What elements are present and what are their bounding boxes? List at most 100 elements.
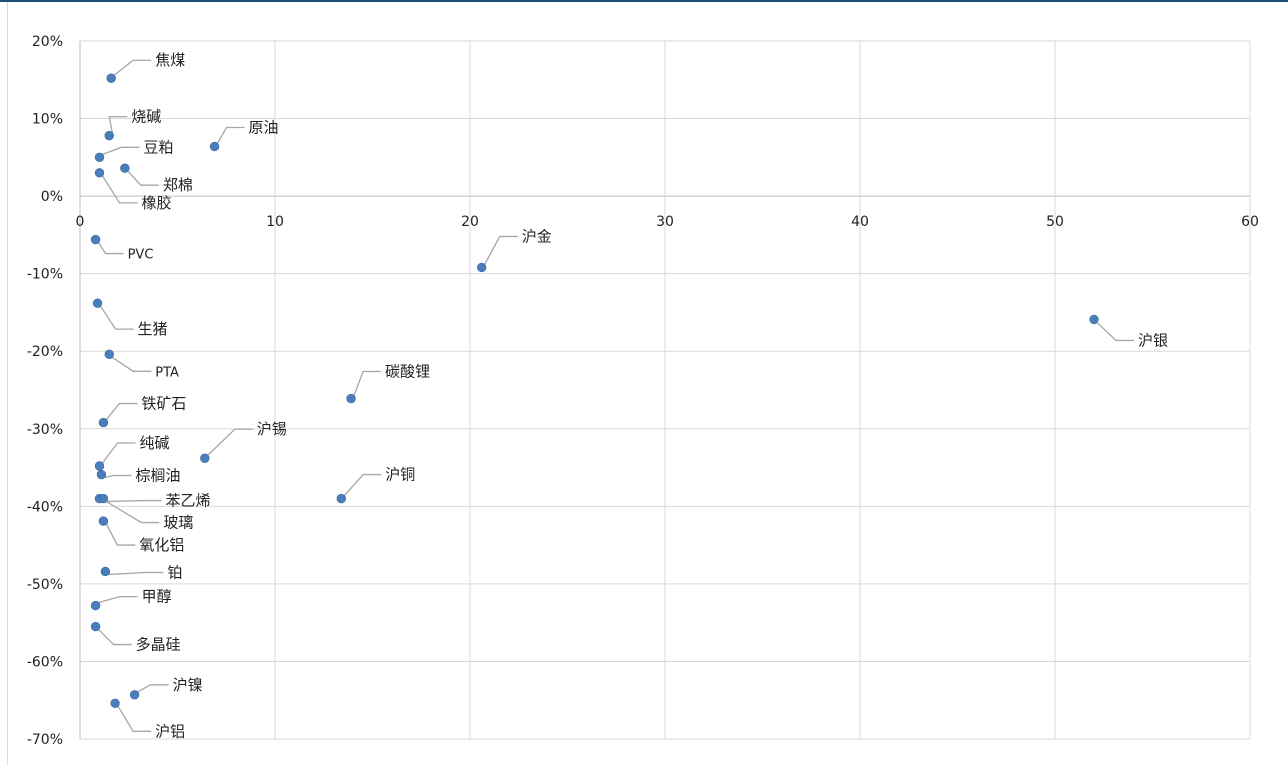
data-points: [90, 73, 1099, 709]
data-point: [110, 698, 120, 709]
x-tick-labels: 0 10 20 30 40 50 60: [76, 214, 1259, 230]
leader-line: [353, 370, 382, 396]
leader-line: [113, 59, 152, 76]
leader-line: [105, 523, 136, 546]
data-point: [90, 600, 101, 611]
data-point: [90, 234, 101, 245]
data-label: 原油: [249, 118, 279, 136]
x-tick-label: 40: [851, 214, 869, 230]
label-leader-lines: [98, 59, 1134, 732]
data-label: 焦煤: [155, 51, 185, 69]
leader-line: [343, 473, 382, 497]
leader-line: [106, 501, 160, 524]
data-point: [346, 393, 356, 404]
y-tick-label: -30%: [27, 422, 63, 438]
data-point: [96, 469, 107, 480]
data-point: [98, 516, 109, 526]
leader-line: [1096, 321, 1134, 342]
data-label: 苯乙烯: [166, 492, 211, 510]
data-point: [94, 168, 105, 178]
data-label: 甲醇: [142, 588, 172, 606]
data-point: [129, 690, 140, 700]
y-tick-label: 20%: [32, 34, 63, 50]
x-tick-label: 60: [1241, 214, 1259, 230]
x-tick-label: 0: [76, 214, 85, 230]
leader-line: [484, 235, 518, 265]
data-label: 纯碱: [140, 434, 170, 452]
y-tick-label: -50%: [27, 577, 63, 593]
data-point: [94, 152, 105, 163]
vertical-gridlines: [274, 41, 1251, 739]
leader-line: [108, 115, 128, 133]
data-label: 沪银: [1138, 331, 1168, 349]
leader-line: [98, 629, 132, 646]
leader-line: [108, 571, 164, 576]
leader-line: [117, 705, 152, 732]
data-point: [477, 262, 487, 273]
y-tick-labels: 20% 10% 0% -10% -20% -30% -40% -50% -60% -70%: [27, 34, 63, 748]
leader-line: [102, 499, 162, 503]
data-label: 沪铝: [155, 722, 185, 740]
data-label: PTA: [155, 365, 179, 380]
leader-line: [101, 175, 138, 204]
y-tick-label: 0%: [41, 189, 63, 205]
data-point: [98, 493, 109, 504]
data-label: 豆粕: [144, 138, 174, 156]
data-point: [106, 73, 116, 83]
data-label: 碳酸锂: [385, 363, 430, 381]
data-point: [336, 493, 347, 504]
data-label: PVC: [128, 248, 154, 263]
axes: [79, 41, 1250, 739]
data-label: 橡胶: [142, 194, 172, 212]
leader-line: [216, 126, 245, 144]
data-point: [104, 130, 114, 141]
data-label: 沪金: [522, 227, 552, 245]
data-label: 烧碱: [131, 108, 161, 126]
data-point: [90, 621, 101, 632]
data-label: 铂: [167, 563, 182, 581]
x-tick-label: 30: [656, 214, 674, 230]
window-left-border: [7, 2, 8, 765]
data-point: [104, 349, 114, 360]
leader-line: [207, 428, 253, 456]
data-label: 棕榈油: [135, 467, 180, 485]
data-label: 郑棉: [163, 176, 193, 194]
data-point: [1089, 314, 1099, 325]
leader-line: [102, 146, 140, 155]
horizontal-gridlines: [80, 40, 1250, 740]
leader-line: [105, 402, 138, 420]
leader-line: [101, 442, 136, 464]
y-tick-label: -20%: [27, 344, 63, 360]
x-tick-label: 10: [266, 214, 284, 230]
y-tick-label: 10%: [32, 112, 63, 128]
leader-line: [98, 242, 124, 255]
y-tick-label: -40%: [27, 499, 63, 515]
data-point: [98, 417, 109, 428]
leader-line: [111, 356, 152, 372]
leader-line: [98, 595, 138, 604]
x-tick-label: 50: [1046, 214, 1064, 230]
leader-line: [127, 170, 159, 186]
y-tick-label: -70%: [27, 732, 63, 748]
data-label: 玻璃: [163, 514, 193, 532]
data-point: [92, 298, 103, 308]
data-point: [209, 141, 220, 152]
x-tick-label: 20: [461, 214, 479, 230]
data-label: 沪镍: [173, 676, 203, 694]
data-label: 多晶硅: [136, 636, 181, 654]
leader-line: [104, 474, 132, 479]
leader-line: [137, 684, 169, 693]
data-point: [200, 453, 210, 463]
window-top-border: [0, 0, 1288, 2]
y-tick-label: -10%: [27, 267, 63, 283]
data-label: 沪锡: [257, 420, 287, 438]
data-point: [100, 566, 111, 577]
data-point: [94, 461, 105, 471]
data-label: 沪铜: [385, 466, 415, 484]
data-label: 铁矿石: [141, 395, 186, 413]
y-tick-label: -60%: [27, 654, 63, 670]
leader-line: [100, 305, 134, 330]
data-label: 氧化铝: [139, 536, 184, 554]
